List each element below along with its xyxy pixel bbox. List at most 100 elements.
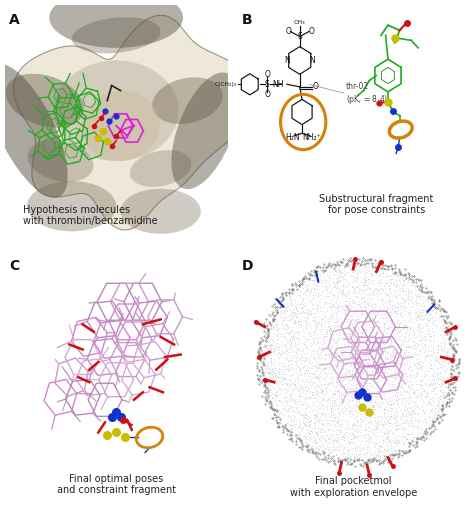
Point <box>450 374 457 382</box>
Point <box>298 306 306 314</box>
Point <box>428 415 435 423</box>
Point <box>387 339 394 347</box>
Point <box>401 406 409 415</box>
Point <box>430 303 438 311</box>
Point <box>264 369 271 378</box>
Point <box>275 370 283 379</box>
Point <box>308 388 316 396</box>
Point <box>386 437 394 445</box>
Point <box>373 334 380 343</box>
Point <box>337 389 345 397</box>
Point <box>282 340 289 348</box>
Point <box>370 401 377 409</box>
Point <box>398 372 406 380</box>
Point <box>335 327 343 335</box>
Point <box>291 287 299 295</box>
Point <box>347 316 355 324</box>
Point <box>302 411 310 419</box>
Point <box>331 416 338 424</box>
Point <box>275 397 283 405</box>
Point <box>399 426 407 434</box>
Point <box>294 379 301 387</box>
Point <box>329 404 337 412</box>
Point <box>370 383 377 391</box>
Point <box>346 258 354 266</box>
Point <box>441 348 449 356</box>
Point <box>391 404 398 412</box>
Point <box>421 385 428 393</box>
Point <box>352 369 359 377</box>
Point <box>418 416 425 424</box>
Point <box>302 433 310 441</box>
Point <box>413 299 421 307</box>
Point <box>307 342 315 350</box>
Point <box>337 425 345 433</box>
Point <box>391 371 399 379</box>
Point <box>374 320 382 328</box>
Point <box>267 388 275 396</box>
Point <box>433 410 440 418</box>
Point <box>339 448 346 456</box>
Point <box>380 345 388 353</box>
Point <box>370 317 378 325</box>
Point <box>350 297 357 305</box>
Point <box>281 354 288 362</box>
Point <box>438 358 445 366</box>
Point <box>360 262 368 270</box>
Point <box>364 352 372 361</box>
Point <box>307 298 315 306</box>
Point <box>345 262 353 270</box>
Point <box>279 313 287 322</box>
Point <box>381 365 389 373</box>
Point <box>344 290 352 299</box>
Point <box>374 279 382 287</box>
Point <box>451 355 459 363</box>
Point <box>305 359 313 367</box>
Point <box>351 350 358 358</box>
Point <box>275 303 283 311</box>
Point <box>439 388 447 396</box>
Point <box>370 447 378 455</box>
Point <box>363 261 370 269</box>
Point <box>359 386 366 394</box>
Point <box>300 277 307 285</box>
Point <box>389 415 397 423</box>
Point <box>314 290 321 298</box>
Point <box>306 322 314 330</box>
Point <box>423 390 430 398</box>
Point <box>306 379 314 387</box>
Point <box>419 384 426 392</box>
Point <box>383 305 391 313</box>
Point <box>383 446 391 454</box>
Point <box>444 348 451 356</box>
Point <box>295 299 302 307</box>
Point <box>288 332 295 341</box>
Point <box>330 270 338 279</box>
Point <box>377 362 384 370</box>
Point <box>301 332 308 341</box>
Point <box>341 351 349 360</box>
Point <box>298 439 306 447</box>
Point <box>418 382 425 390</box>
Point <box>341 310 349 318</box>
Point <box>428 416 436 424</box>
Point <box>372 285 379 293</box>
Point <box>390 280 398 288</box>
Point <box>363 336 370 344</box>
Point <box>327 311 335 320</box>
Point <box>315 382 323 390</box>
Point <box>265 327 273 335</box>
Point <box>333 266 340 274</box>
Point <box>342 376 349 384</box>
Point <box>273 397 280 405</box>
Point <box>381 427 389 435</box>
Point <box>377 416 385 424</box>
Point <box>358 279 366 287</box>
Point <box>439 315 447 323</box>
Point <box>326 425 333 433</box>
Point <box>273 325 281 333</box>
Point <box>342 356 350 364</box>
Point <box>379 446 386 454</box>
Point <box>259 373 266 382</box>
Point <box>440 317 448 325</box>
